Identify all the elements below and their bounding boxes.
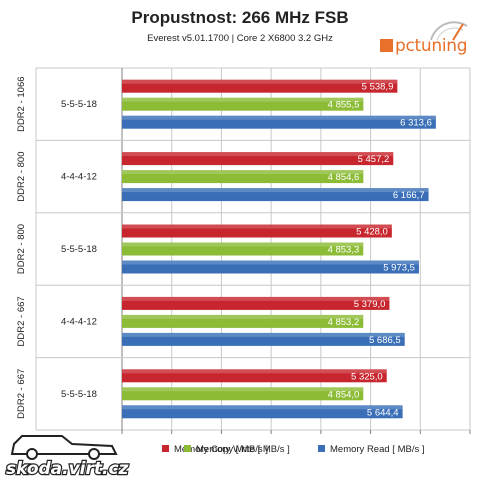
bar-highlight xyxy=(122,314,364,319)
legend-item-write: Memory Write [ MB/s ] xyxy=(184,444,290,455)
group-timing-label: 4-4-4-12 xyxy=(61,172,97,183)
bar-copy xyxy=(122,152,394,166)
legend: Memory Copy [ MB/s ] Memory Write [ MB/s … xyxy=(0,444,480,460)
bar-highlight xyxy=(122,188,429,193)
bar-value-label: 5 379,0 xyxy=(354,299,386,310)
legend-swatch xyxy=(184,445,191,452)
bar-highlight xyxy=(122,369,387,374)
bar-write xyxy=(122,387,364,401)
legend-swatch xyxy=(318,445,325,452)
bar-value-label: 5 973,5 xyxy=(383,263,415,274)
bar-read xyxy=(122,260,419,274)
skoda-watermark-icon: skoda.virt.cz xyxy=(5,435,130,480)
watermark-text: skoda.virt.cz xyxy=(6,459,129,479)
bar-highlight xyxy=(122,224,392,229)
bar-value-label: 5 538,9 xyxy=(362,82,394,93)
bar-copy xyxy=(122,296,390,310)
bar-value-label: 6 313,6 xyxy=(400,118,432,129)
chart-title: Propustnost: 266 MHz FSB xyxy=(131,8,349,27)
bar-highlight xyxy=(122,296,390,301)
bar-value-label: 5 325,0 xyxy=(351,371,383,382)
bar-write xyxy=(122,242,364,256)
group-module-label: DDR2 - 667 xyxy=(16,369,27,419)
bar-value-label: 5 457,2 xyxy=(358,154,390,165)
bar-value-label: 4 853,2 xyxy=(328,317,360,328)
bar-value-label: 5 686,5 xyxy=(369,335,401,346)
group-module-label: DDR2 - 667 xyxy=(16,296,27,346)
group-module-label: DDR2 - 800 xyxy=(16,224,27,274)
bar-copy xyxy=(122,369,387,383)
bar-value-label: 5 644,4 xyxy=(367,407,399,418)
bar-copy xyxy=(122,79,398,93)
bar-highlight xyxy=(122,79,398,84)
bar-highlight xyxy=(122,405,403,410)
bar-chart: DDR2 - 1066 5-5-5-18 5 538,94 855,5 6 313,6… xyxy=(16,67,471,434)
bar-highlight xyxy=(122,260,419,265)
bar-value-label: 4 855,5 xyxy=(328,100,360,111)
pctuning-logo: pctuning xyxy=(380,36,468,56)
bar-highlight xyxy=(122,387,364,392)
group-timing-label: 5-5-5-18 xyxy=(61,244,97,255)
bar-highlight xyxy=(122,242,364,247)
bar-read xyxy=(122,115,436,129)
bar-write xyxy=(122,97,364,111)
logo-text: pctuning xyxy=(395,36,468,56)
bar-read xyxy=(122,405,403,419)
bar-value-label: 5 428,0 xyxy=(356,227,388,238)
bar-highlight xyxy=(122,152,394,157)
bar-read xyxy=(122,332,405,346)
bar-highlight xyxy=(122,115,436,120)
chart-subtitle: Everest v5.01.1700 | Core 2 X6800 3.2 GH… xyxy=(147,33,333,44)
legend-item-read: Memory Read [ MB/s ] xyxy=(318,444,425,455)
bar-value-label: 4 853,3 xyxy=(328,245,360,256)
bar-value-label: 4 854,6 xyxy=(328,172,360,183)
bar-copy xyxy=(122,224,392,238)
group-timing-label: 5-5-5-18 xyxy=(61,389,97,400)
legend-label: Memory Write [ MB/s ] xyxy=(196,444,290,455)
bar-write xyxy=(122,314,364,328)
bar-write xyxy=(122,170,364,184)
bar-highlight xyxy=(122,332,405,337)
group-module-label: DDR2 - 800 xyxy=(16,152,27,202)
bar-read xyxy=(122,188,429,202)
legend-label: Memory Read [ MB/s ] xyxy=(330,444,425,455)
legend-label: Memory Copy [ MB/s ] xyxy=(174,444,268,455)
legend-swatch xyxy=(162,445,169,452)
bar-value-label: 6 166,7 xyxy=(393,190,425,201)
bar-highlight xyxy=(122,97,364,102)
bar-highlight xyxy=(122,170,364,175)
legend-item-copy: Memory Copy [ MB/s ] xyxy=(162,444,268,455)
group-timing-label: 4-4-4-12 xyxy=(61,316,97,327)
bar-value-label: 4 854,0 xyxy=(328,389,360,400)
group-timing-label: 5-5-5-18 xyxy=(61,99,97,110)
pctuning-logo-icon xyxy=(430,21,468,41)
group-module-label: DDR2 - 1066 xyxy=(16,76,27,131)
